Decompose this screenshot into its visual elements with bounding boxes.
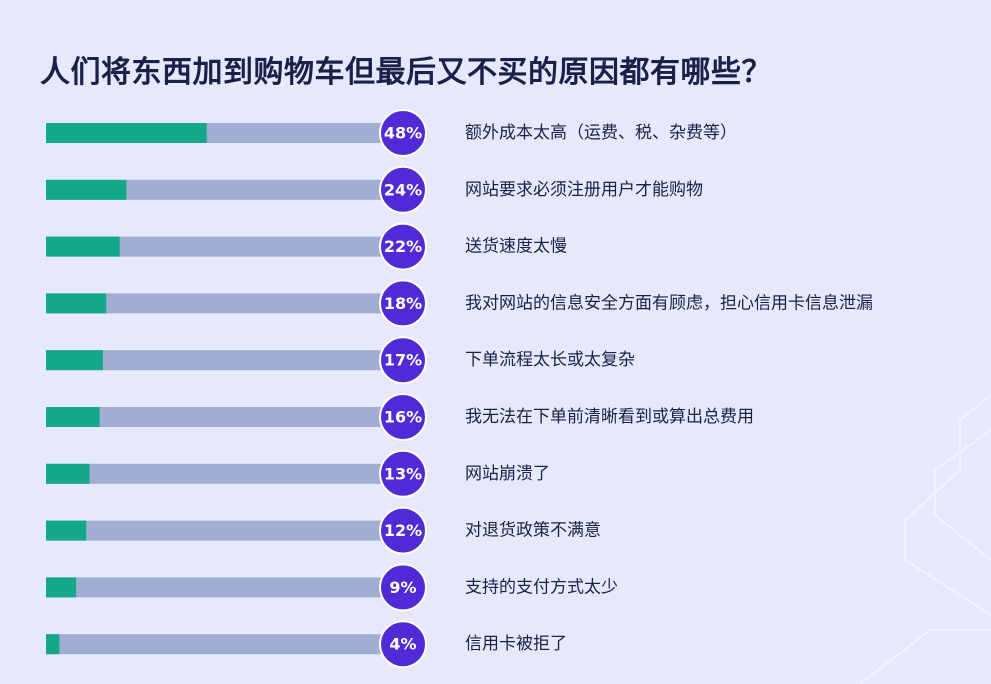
bar-track — [46, 634, 406, 655]
bar-fill — [46, 520, 87, 541]
value-badge — [379, 165, 427, 214]
category-label: 我对网站的信息安全方面有顾虑，担心信用卡信息泄漏 — [465, 293, 873, 313]
bar-fill — [46, 463, 90, 484]
value-badge — [379, 506, 427, 555]
category-label: 送货速度太慢 — [465, 236, 567, 257]
bar-fill — [46, 634, 60, 655]
bar-row: 9% 支持的支付方式太少 — [46, 563, 618, 612]
value-label: 24% — [384, 180, 422, 199]
bar-fill — [46, 577, 77, 598]
value-label: 16% — [384, 408, 422, 427]
bar-track — [46, 520, 406, 541]
value-badge — [379, 279, 427, 328]
value-label: 4% — [389, 635, 416, 654]
value-label: 17% — [384, 351, 422, 370]
bar-row: 4% 信用卡被拒了 — [46, 620, 567, 669]
category-label: 对退货政策不满意 — [465, 521, 601, 541]
bar-row: 18% 我对网站的信息安全方面有顾虑，担心信用卡信息泄漏 — [46, 279, 873, 328]
value-label: 12% — [384, 521, 422, 540]
bar-track — [46, 577, 406, 598]
category-label: 网站崩溃了 — [465, 464, 550, 484]
chart-title: 人们将东西加到购物车但最后又不买的原因都有哪些？ — [40, 55, 772, 90]
value-badge — [379, 563, 427, 612]
bar-row: 24% 网站要求必须注册用户才能购物 — [46, 165, 703, 214]
category-label: 支持的支付方式太少 — [465, 577, 618, 597]
bar-track — [46, 179, 406, 200]
bar-track — [46, 463, 406, 484]
bar-track — [46, 350, 406, 371]
bar-row: 13% 网站崩溃了 — [46, 449, 550, 498]
bar-row: 48% 额外成本太高（运费、税、杂费等） — [46, 109, 737, 157]
bar-fill — [46, 407, 100, 427]
value-badge — [379, 449, 427, 498]
bar-track — [46, 236, 406, 257]
value-badge — [379, 222, 427, 271]
value-badge — [379, 620, 427, 669]
bar-row: 17% 下单流程太长或太复杂 — [46, 336, 635, 385]
bar-fill — [46, 123, 207, 143]
value-badge — [379, 393, 427, 441]
category-label: 我无法在下单前清晰看到或算出总费用 — [465, 407, 754, 427]
value-label: 18% — [384, 294, 422, 313]
category-label: 信用卡被拒了 — [465, 634, 567, 654]
value-label: 13% — [384, 464, 422, 483]
bar-track — [46, 293, 406, 314]
value-label: 22% — [384, 237, 422, 256]
category-label: 额外成本太高（运费、税、杂费等） — [465, 123, 737, 143]
category-label: 下单流程太长或太复杂 — [465, 350, 635, 370]
bar-row: 12% 对退货政策不满意 — [46, 506, 601, 555]
bar-fill — [46, 293, 107, 314]
bar-fill — [46, 236, 120, 257]
bar-fill — [46, 179, 127, 200]
bar-track — [46, 407, 406, 427]
value-label: 9% — [389, 578, 416, 597]
bar-row: 16% 我无法在下单前清晰看到或算出总费用 — [46, 393, 754, 441]
value-label: 48% — [384, 124, 422, 143]
value-badge — [379, 336, 427, 385]
category-label: 网站要求必须注册用户才能购物 — [465, 180, 703, 200]
bar-fill — [46, 350, 103, 371]
value-badge — [379, 109, 427, 157]
bar-row: 22% 送货速度太慢 — [46, 222, 567, 271]
